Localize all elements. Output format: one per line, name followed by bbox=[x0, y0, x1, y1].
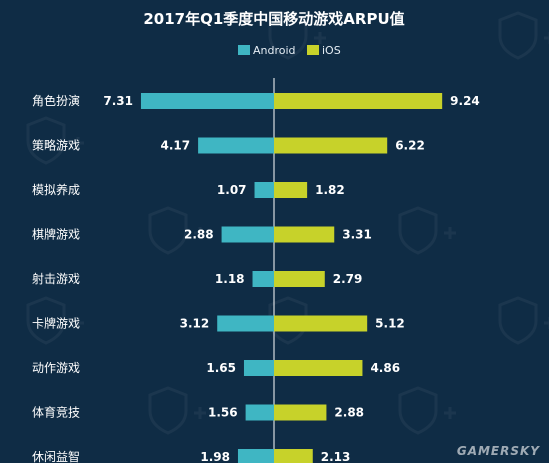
shield-shape bbox=[268, 11, 308, 60]
shield-shape bbox=[398, 386, 438, 435]
bar-android bbox=[245, 404, 274, 421]
bar-ios bbox=[274, 182, 308, 198]
bar-ios bbox=[274, 449, 313, 463]
value-label-android: 4.17 bbox=[160, 139, 190, 153]
legend: Android iOS bbox=[238, 44, 341, 57]
category-label: 模拟养成 bbox=[32, 182, 80, 197]
category-label: 策略游戏 bbox=[32, 138, 80, 153]
shield-shape bbox=[148, 386, 188, 435]
value-label-ios: 9.24 bbox=[450, 94, 480, 108]
watermark: GAMERSKY bbox=[457, 444, 540, 458]
value-label-ios: 4.86 bbox=[370, 361, 400, 375]
bar-ios bbox=[274, 360, 363, 376]
value-label-ios: 2.13 bbox=[321, 450, 351, 463]
bar-ios bbox=[274, 404, 327, 421]
bars: 角色扮演 7.31 9.24 策略游戏 4.17 6.22 模拟养成 1.07 1.82 棋牌游戏… bbox=[32, 93, 480, 463]
category-label: 卡牌游戏 bbox=[32, 317, 80, 331]
legend-swatch-ios bbox=[307, 45, 319, 55]
bar-ios bbox=[274, 315, 368, 332]
value-label-android: 3.12 bbox=[180, 317, 210, 331]
bar-ios bbox=[274, 93, 443, 109]
legend-label-android: Android bbox=[253, 44, 296, 57]
category-label: 体育竞技 bbox=[32, 405, 80, 420]
plus-shape bbox=[72, 137, 84, 149]
legend-label-ios: iOS bbox=[322, 44, 341, 57]
shield-shape bbox=[498, 11, 538, 60]
bar-android bbox=[221, 226, 274, 243]
value-label-android: 1.07 bbox=[217, 183, 247, 197]
plus-shape bbox=[72, 317, 84, 329]
value-label-ios: 6.22 bbox=[395, 139, 425, 153]
category-label: 射击游戏 bbox=[32, 271, 80, 286]
bar-ios bbox=[274, 271, 325, 287]
shield-shape bbox=[148, 206, 188, 255]
plus-shape bbox=[444, 227, 456, 239]
value-label-ios: 2.79 bbox=[333, 272, 363, 286]
legend-swatch-android bbox=[238, 45, 250, 55]
bar-android bbox=[217, 315, 274, 332]
shield-shape bbox=[398, 206, 438, 255]
value-label-android: 7.31 bbox=[103, 94, 133, 108]
bar-ios bbox=[274, 137, 388, 154]
shield-shape bbox=[498, 296, 538, 345]
value-label-android: 1.65 bbox=[206, 361, 236, 375]
category-label: 棋牌游戏 bbox=[32, 228, 80, 242]
value-label-android: 1.98 bbox=[200, 450, 230, 463]
plus-shape bbox=[194, 227, 206, 239]
shield-shape bbox=[26, 116, 66, 165]
plus-shape bbox=[194, 407, 206, 419]
bar-android bbox=[252, 271, 274, 287]
bar-android bbox=[140, 93, 274, 109]
value-label-ios: 1.82 bbox=[315, 183, 345, 197]
shield-shape bbox=[26, 296, 66, 345]
bar-android bbox=[254, 182, 274, 198]
bar-android bbox=[237, 449, 274, 463]
plus-shape bbox=[544, 317, 549, 329]
category-label: 动作游戏 bbox=[32, 361, 80, 375]
bar-android bbox=[243, 360, 274, 376]
value-label-ios: 5.12 bbox=[375, 317, 405, 331]
bar-ios bbox=[274, 226, 335, 243]
plus-shape bbox=[444, 407, 456, 419]
bar-android bbox=[198, 137, 274, 154]
category-label: 角色扮演 bbox=[32, 93, 80, 108]
chart-title: 2017年Q1季度中国移动游戏ARPU值 bbox=[143, 10, 404, 28]
value-label-android: 1.56 bbox=[208, 406, 238, 420]
plus-shape bbox=[544, 32, 549, 44]
value-label-ios: 2.88 bbox=[334, 406, 364, 420]
value-label-android: 1.18 bbox=[215, 272, 245, 286]
value-label-ios: 3.31 bbox=[342, 228, 372, 242]
plus-shape bbox=[314, 32, 326, 44]
category-label: 休闲益智 bbox=[32, 449, 80, 463]
value-label-android: 2.88 bbox=[184, 228, 214, 242]
